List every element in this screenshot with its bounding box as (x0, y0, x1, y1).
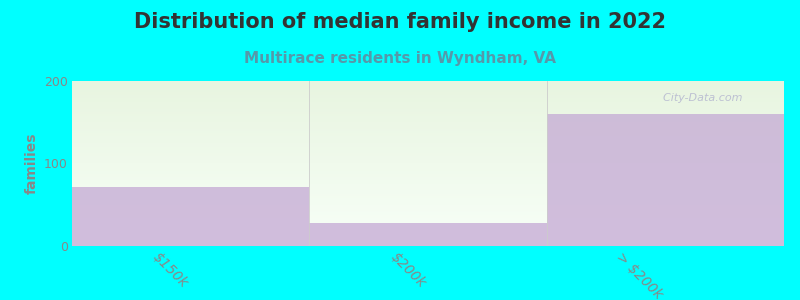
Text: Distribution of median family income in 2022: Distribution of median family income in … (134, 12, 666, 32)
Bar (72, 187, 310, 246)
Text: City-Data.com: City-Data.com (656, 93, 742, 103)
Y-axis label: families: families (25, 133, 38, 194)
Bar (310, 223, 546, 246)
Text: Multirace residents in Wyndham, VA: Multirace residents in Wyndham, VA (244, 51, 556, 66)
Bar (546, 114, 784, 246)
